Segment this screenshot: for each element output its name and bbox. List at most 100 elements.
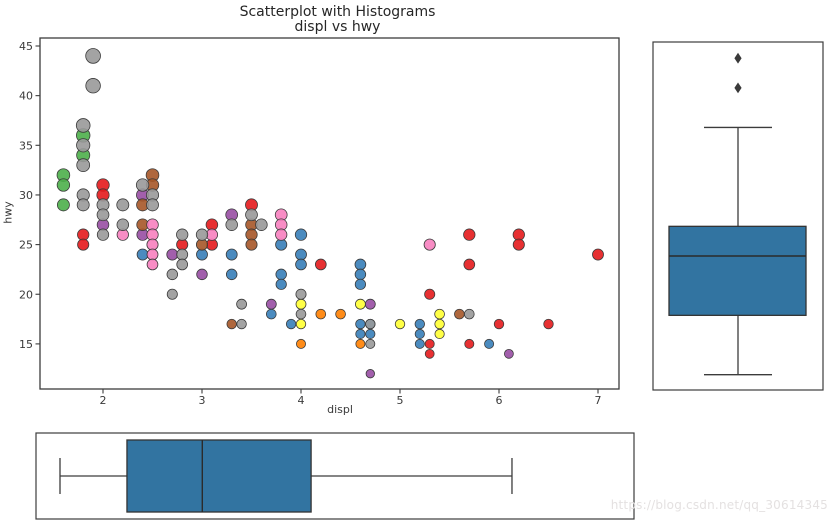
y-tick-label: 40: [19, 90, 33, 103]
scatter-point-blue: [295, 258, 307, 271]
scatter-point-blue: [285, 318, 297, 330]
scatter-point-gray: [176, 228, 189, 241]
scatter-point-green: [56, 178, 71, 192]
scatter-point-gray: [76, 158, 91, 173]
scatter-point-purple: [196, 268, 208, 281]
scatter-point-purple: [365, 369, 375, 379]
y-tick-label: 15: [19, 338, 33, 351]
scatter-point-gray: [85, 48, 101, 64]
scatter-point-blue: [136, 248, 149, 261]
scatter-point-blue: [295, 248, 307, 261]
scatter-point-blue: [196, 248, 208, 261]
scatter-point-yellow: [434, 308, 445, 320]
y-tick-label: 30: [19, 189, 33, 202]
scatter-point-gray: [236, 318, 247, 330]
scatter-point-blue: [484, 338, 495, 349]
scatter-point-orange: [296, 338, 306, 349]
scatter-point-red: [464, 338, 475, 349]
scatter-point-blue: [294, 228, 308, 241]
scatter-point-gray: [166, 268, 179, 281]
scatter-point-purple: [364, 298, 376, 310]
scatter-point-gray: [166, 288, 178, 300]
scatter-point-orange: [335, 308, 346, 320]
scatter-point-yellow: [355, 298, 366, 310]
y-tick-label: 35: [19, 139, 33, 152]
scatter-point-gray: [116, 198, 130, 212]
scatter-point-gray: [76, 138, 91, 153]
bottom-panel-frame: [35, 432, 635, 520]
main-axes-frame: [39, 37, 620, 390]
scatter-point-blue: [266, 308, 277, 320]
scatter-point-blue: [354, 278, 367, 290]
watermark-text: https://blog.csdn.net/qq_30614345: [610, 498, 828, 512]
x-tick-label: 7: [595, 394, 602, 407]
scatter-point-orange: [315, 308, 327, 320]
scatter-point-purple: [504, 348, 514, 359]
scatter-point-blue: [354, 258, 367, 271]
scatter-point-red: [463, 258, 476, 271]
hwy-outlier-diamond: [734, 52, 742, 64]
right-panel-frame: [652, 41, 824, 391]
scatter-point-pink: [146, 238, 159, 251]
scatter-point-gray: [176, 248, 189, 261]
scatter-point-blue: [414, 318, 425, 330]
displ-box: [126, 439, 312, 513]
scatter-point-yellow: [434, 318, 445, 330]
x-axis-label: displ: [327, 403, 353, 416]
scatter-point-gray: [295, 288, 307, 300]
scatter-point-yellow: [295, 318, 307, 330]
scatter-point-blue: [414, 328, 425, 340]
scatter-point-yellow: [394, 318, 406, 330]
scatter-point-gray: [255, 218, 268, 231]
scatter-point-purple: [166, 248, 179, 261]
scatter-point-blue: [275, 268, 287, 281]
scatter-point-red: [77, 238, 90, 251]
y-tick-label: 45: [19, 40, 33, 53]
scatter-point-yellow: [434, 328, 445, 340]
scatter-point-red: [424, 288, 436, 300]
scatter-point-blue: [365, 328, 376, 340]
scatter-point-green: [56, 198, 70, 212]
scatter-point-red: [424, 338, 435, 349]
scatter-point-gray: [116, 218, 130, 231]
scatter-point-gray: [236, 298, 247, 310]
scatter-point-pink: [146, 258, 159, 271]
scatter-point-blue: [414, 338, 425, 349]
scatter-point-gray: [365, 338, 376, 349]
scatter-point-red: [493, 318, 505, 330]
scatter-point-gray: [295, 308, 307, 320]
hwy-box: [668, 225, 807, 316]
y-tick-label: 25: [19, 239, 33, 252]
scatter-point-blue: [225, 268, 238, 281]
chart-title-line1: Scatterplot with Histograms: [239, 4, 436, 20]
scatter-point-pink: [146, 248, 159, 261]
scatter-point-brown: [226, 318, 237, 330]
x-tick-label: 5: [397, 394, 404, 407]
scatter-point-gray: [176, 258, 189, 271]
x-tick-label: 2: [100, 394, 107, 407]
scatter-point-gray: [96, 208, 110, 222]
hwy-outlier-diamond: [734, 82, 742, 94]
scatter-point-pink: [275, 228, 288, 241]
scatter-point-red: [543, 318, 554, 330]
scatter-point-orange: [355, 338, 366, 349]
scatter-point-yellow: [295, 298, 307, 310]
scatter-point-blue: [355, 318, 366, 330]
scatter-point-gray: [225, 218, 238, 231]
scatter-point-gray: [96, 228, 110, 241]
x-tick-label: 3: [199, 394, 206, 407]
scatter-point-pink: [423, 238, 436, 251]
x-tick-label: 4: [298, 394, 305, 407]
scatter-point-purple: [265, 298, 277, 310]
scatter-point-brown: [454, 308, 465, 320]
scatter-point-gray: [245, 208, 258, 222]
scatter-point-gray: [464, 308, 475, 320]
scatter-point-gray: [146, 198, 159, 212]
scatter-point-blue: [225, 248, 238, 261]
scatter-point-gray: [76, 198, 90, 212]
scatter-point-red: [463, 228, 476, 241]
scatter-point-brown: [245, 238, 258, 251]
scatter-point-red: [512, 238, 525, 251]
